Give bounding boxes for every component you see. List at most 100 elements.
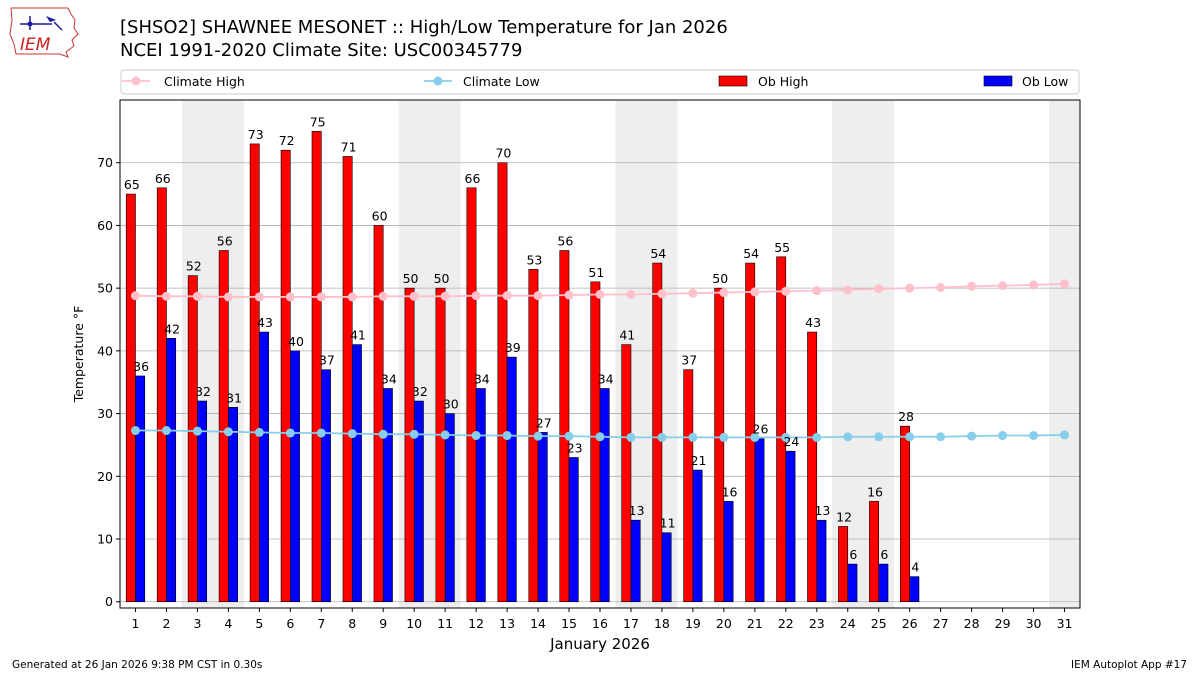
x-tick-label: 24 [840, 616, 856, 631]
x-tick-label: 5 [255, 616, 263, 631]
ob-low-value-label: 32 [412, 384, 428, 399]
ob-high-value-label: 55 [774, 240, 790, 255]
legend-item-climate-low: Climate Low [424, 74, 540, 89]
chart-title: [SHSO2] SHAWNEE MESONET :: High/Low Temp… [120, 17, 728, 38]
bars [125, 131, 920, 603]
ob-high-bar [900, 425, 910, 603]
climate-low-point [502, 431, 512, 441]
generated-timestamp: Generated at 26 Jan 2026 9:38 PM CST in … [12, 659, 263, 671]
ob-low-bar [661, 532, 672, 603]
ob-low-value-label: 37 [319, 353, 335, 368]
climate-high-point [564, 290, 574, 300]
logo-text: IEM [20, 35, 51, 55]
climate-low-point [750, 432, 760, 442]
legend: Climate High Climate Low Ob High Ob Low [120, 69, 1080, 95]
climate-low-point [192, 426, 202, 436]
ob-low-value-label: 30 [443, 397, 459, 412]
ob-high-bar [559, 250, 570, 603]
climate-high-point [161, 291, 171, 301]
climate-low-point [812, 432, 822, 442]
climate-low-point [378, 429, 388, 439]
ob-high-value-label: 41 [619, 328, 635, 343]
ob-low-bar [506, 356, 517, 603]
ob-low-bar [537, 432, 548, 603]
climate-low-point [223, 427, 233, 437]
ob-high-bar [218, 250, 229, 603]
climate-high-point [967, 281, 977, 291]
x-tick-label: 12 [468, 616, 484, 631]
ob-high-bar [497, 162, 508, 603]
climate-high-point [502, 291, 512, 301]
y-tick-label: 60 [97, 218, 113, 233]
climate-low-point [471, 431, 481, 441]
ob-low-value-label: 40 [288, 334, 304, 349]
climate-low-point [161, 426, 171, 436]
ob-high-value-label: 65 [124, 177, 140, 192]
x-tick-label: 3 [193, 616, 201, 631]
x-tick-label: 21 [747, 616, 763, 631]
ob-low-value-label: 11 [660, 516, 676, 531]
ob-high-bar [776, 256, 787, 603]
climate-low-point [564, 431, 574, 441]
x-tick-label: 9 [379, 616, 387, 631]
ob-high-bar [435, 287, 446, 603]
ob-low-value-label: 13 [629, 503, 645, 518]
y-tick-label: 40 [97, 343, 113, 358]
ob-low-bar [754, 438, 765, 603]
ob-high-value-label: 52 [186, 259, 202, 274]
y-axis-label: Temperature °F [71, 306, 86, 404]
ob-low-value-label: 6 [849, 547, 857, 562]
x-tick-label: 30 [1026, 616, 1042, 631]
ob-low-value-label: 13 [814, 503, 830, 518]
climate-low-point [781, 432, 791, 442]
x-tick-label: 15 [561, 616, 577, 631]
ob-high-value-label: 12 [836, 509, 852, 524]
ob-high-value-label: 56 [557, 234, 573, 249]
ob-low-bar [878, 563, 889, 603]
ob-low-bar [723, 501, 734, 603]
ob-high-value-label: 51 [588, 265, 604, 280]
legend-label-ob-low: Ob Low [1022, 74, 1068, 89]
climate-high-point [595, 289, 605, 299]
climate-low-point [347, 429, 357, 439]
ob-high-bar [838, 526, 849, 603]
ob-high-bar [187, 275, 198, 603]
ob-low-value-label: 42 [164, 321, 180, 336]
ob-high-value-label: 66 [465, 171, 481, 186]
ob-high-value-label: 50 [712, 271, 728, 286]
ob-high-bar [125, 193, 136, 603]
ob-low-bar [413, 400, 424, 603]
climate-high-point [626, 289, 636, 299]
legend-item-ob-low: Ob Low [983, 74, 1068, 89]
climate-high-point [719, 288, 729, 298]
ob-high-bar [249, 143, 260, 603]
ob-high-bar [404, 287, 415, 603]
climate-low-point [688, 432, 698, 442]
climate-high-point [812, 286, 822, 296]
ob-high-value-label: 50 [403, 271, 419, 286]
climate-low-point [998, 431, 1008, 441]
ob-high-bar [652, 262, 663, 603]
x-tick-label: 4 [224, 616, 232, 631]
climate-low-point [254, 427, 264, 437]
ob-low-bar [444, 413, 455, 603]
y-tick-label: 70 [97, 155, 113, 170]
climate-low-point [1060, 430, 1070, 440]
ob-low-bar [135, 375, 146, 603]
ob-high-bar [621, 344, 632, 603]
ob-low-bar [816, 519, 827, 603]
ob-high-value-label: 75 [310, 114, 326, 129]
climate-low-point [409, 429, 419, 439]
climate-low-point [533, 431, 543, 441]
ob-low-bar [568, 457, 579, 603]
ob-low-value-label: 31 [226, 390, 242, 405]
shade-day-31 [1049, 100, 1080, 608]
ob-low-bar [909, 576, 920, 603]
climate-high-point [471, 291, 481, 301]
climate-high-point [440, 291, 450, 301]
ob-low-bar [475, 388, 486, 603]
ob-low-value-label: 43 [257, 315, 273, 330]
ob-high-value-label: 53 [526, 252, 542, 267]
